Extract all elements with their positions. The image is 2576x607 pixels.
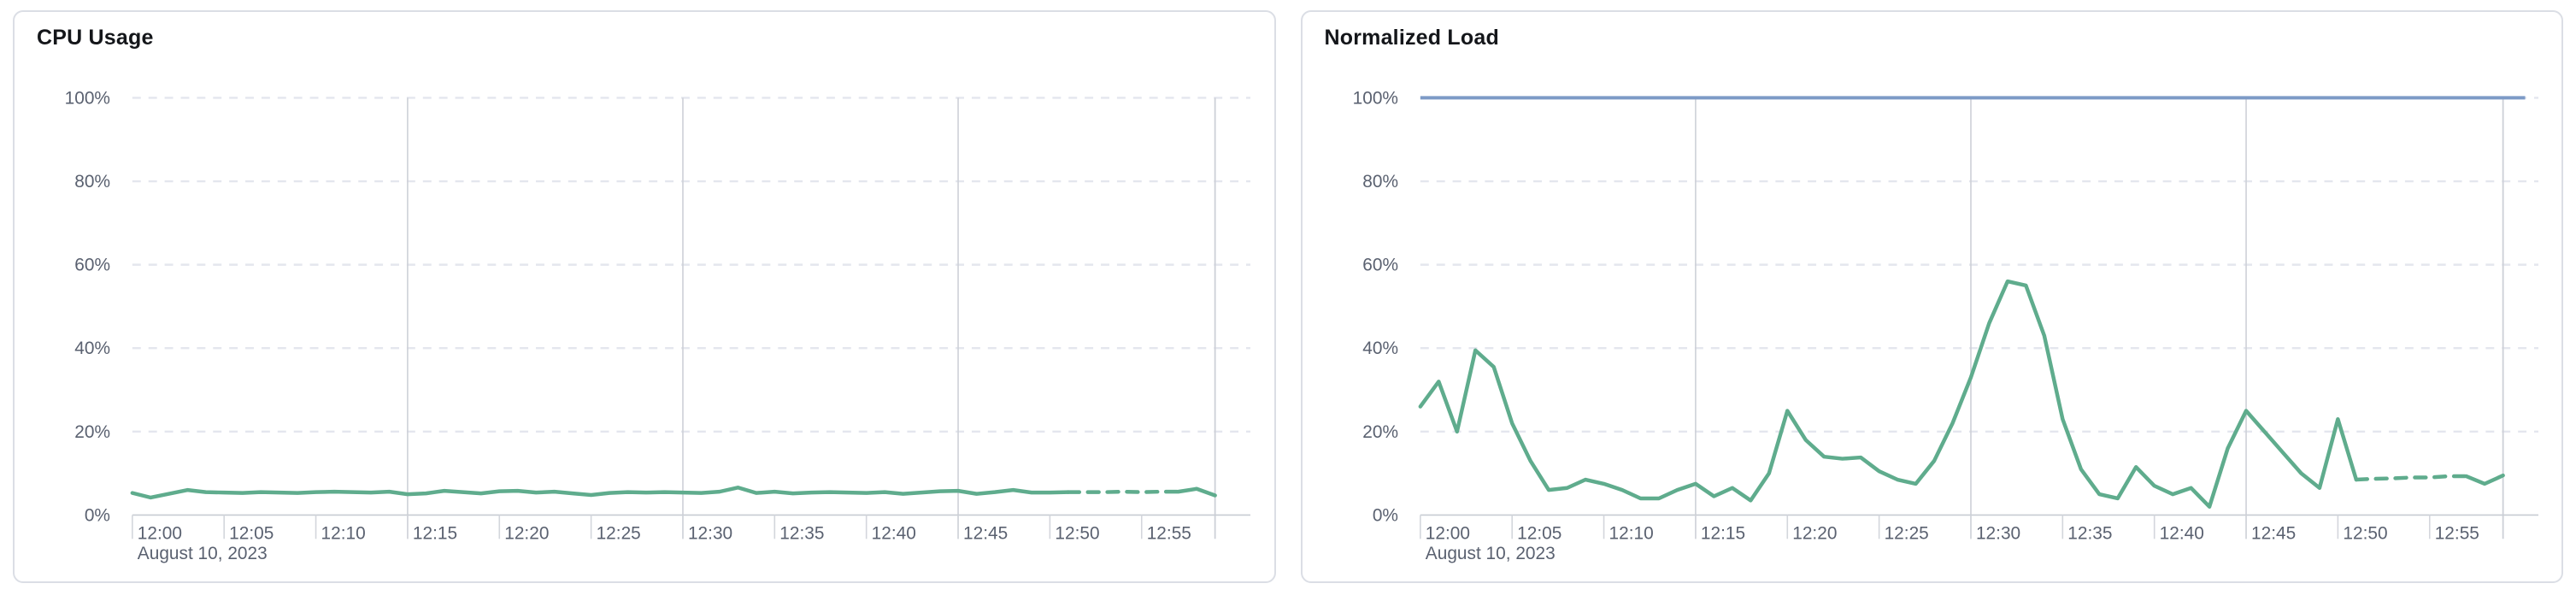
x-tick-label: 12:45	[2251, 523, 2296, 543]
y-tick-label: 20%	[74, 422, 110, 442]
x-tick-label: 12:30	[688, 523, 732, 543]
x-tick-label: 12:25	[1884, 523, 1928, 543]
x-tick-label: 12:00	[138, 523, 182, 543]
cpu-usage-line	[130, 486, 1071, 500]
x-tick-label: 12:15	[413, 523, 457, 543]
cpu-usage-chart-canvas[interactable]: 12:00 12:05 12:10 12:15 12:20 12:25 12:30 12:35…	[15, 12, 1274, 581]
x-tick-label: 12:10	[321, 523, 366, 543]
normalized-load-chart-canvas[interactable]: 12:00 12:05 12:10 12:15 12:20 12:25 12:30 12:35…	[1303, 12, 2562, 581]
x-tick-label: 12:15	[1700, 523, 1744, 543]
y-tick-label: 100%	[1352, 88, 1397, 108]
normalized-load-line	[1418, 279, 2358, 509]
x-tick-label: 12:25	[597, 523, 641, 543]
x-tick-label: 12:45	[963, 523, 1008, 543]
x-tick-label: 12:55	[2434, 523, 2479, 543]
x-tick-label: 12:20	[504, 523, 549, 543]
y-tick-label: 60%	[74, 256, 110, 275]
cpu-usage-line	[1176, 486, 1217, 498]
y-tick-label: 40%	[74, 339, 110, 358]
x-tick-label: 12:50	[2343, 523, 2387, 543]
x-tick-label: 12:20	[1792, 523, 1837, 543]
x-tick-label: 12:10	[1609, 523, 1653, 543]
chart-title-normalized-load: Normalized Load	[1324, 26, 1499, 50]
chart-card-normalized-load: Normalized Load 12:00 12:05 12:10 12:15 12:2…	[1300, 10, 2563, 583]
chart-card-cpu-usage: CPU Usage 12:00 12:05 12:10 12:15 12:20 12:25…	[13, 10, 1276, 583]
y-tick-label: 20%	[1362, 422, 1398, 442]
normalized-load-line-forecast-dashed	[2354, 474, 2468, 482]
x-tick-label: 12:35	[2067, 523, 2112, 543]
x-tick-label: 12:40	[872, 523, 916, 543]
y-tick-label: 0%	[85, 505, 110, 525]
x-tick-label: 12:30	[1975, 523, 2020, 543]
x-tick-label: 12:35	[779, 523, 824, 543]
x-axis-date-label: August 10, 2023	[138, 544, 268, 563]
y-tick-label: 80%	[1362, 172, 1398, 192]
y-tick-label: 0%	[1372, 505, 1397, 525]
x-tick-label: 12:00	[1425, 523, 1469, 543]
x-tick-label: 12:05	[229, 523, 273, 543]
normalized-load-line	[2463, 473, 2505, 486]
x-tick-label: 12:05	[1517, 523, 1561, 543]
y-tick-label: 40%	[1362, 339, 1398, 358]
x-tick-label: 12:40	[2159, 523, 2203, 543]
y-tick-label: 60%	[1362, 256, 1398, 275]
x-axis-date-label: August 10, 2023	[1425, 544, 1555, 563]
y-tick-label: 80%	[74, 172, 110, 192]
chart-title-cpu-usage: CPU Usage	[37, 26, 154, 50]
dashboard-chart-row: CPU Usage 12:00 12:05 12:10 12:15 12:20 12:25…	[13, 10, 2563, 583]
x-tick-label: 12:50	[1055, 523, 1099, 543]
y-tick-label: 100%	[65, 88, 110, 108]
x-tick-label: 12:55	[1147, 523, 1191, 543]
